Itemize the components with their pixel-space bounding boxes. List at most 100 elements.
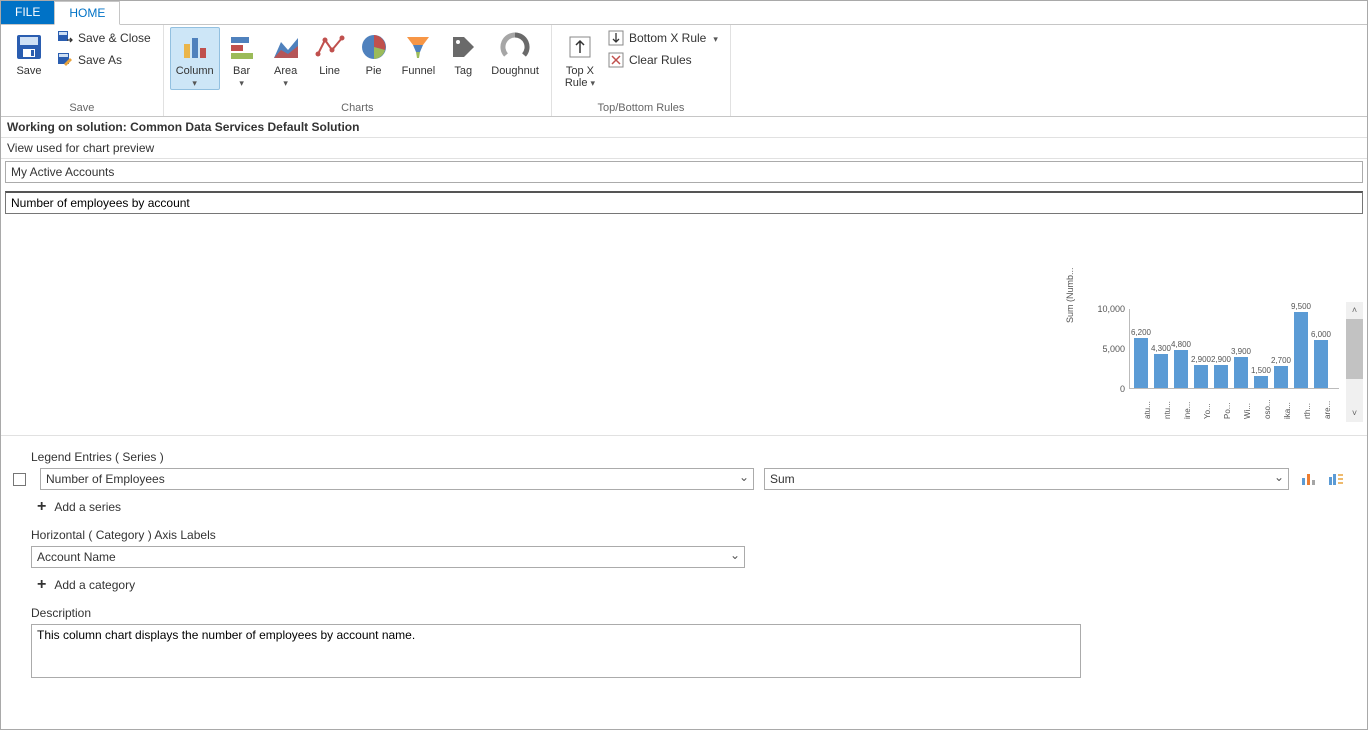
bar-value-label: 1,500	[1246, 366, 1276, 375]
chart-designer-window: FILE HOME Save Save & Close	[0, 0, 1368, 730]
description-input[interactable]	[31, 624, 1081, 678]
add-series-label: Add a series	[54, 500, 121, 514]
pie-chart-icon	[358, 31, 390, 63]
y-tick-label: 5,000	[1085, 344, 1125, 354]
bar-value-label: 6,000	[1306, 330, 1336, 339]
bar-chart-icon	[226, 31, 258, 63]
add-category-link[interactable]: + Add a category	[37, 578, 1361, 592]
bottom-x-icon	[608, 30, 624, 46]
line-chart-label: Line	[319, 65, 340, 77]
chart-type-icon-button[interactable]	[1299, 470, 1317, 488]
plus-icon: +	[37, 500, 46, 514]
y-axis-label: Sum (Numb...	[1065, 267, 1075, 323]
scroll-thumb[interactable]	[1346, 319, 1363, 379]
add-series-link[interactable]: + Add a series	[37, 500, 1361, 514]
chart-bar	[1314, 340, 1328, 388]
column-chart-label: Column	[176, 65, 214, 77]
x-category-label: ika...	[1283, 409, 1292, 419]
series-field-select[interactable]: Number of Employees	[40, 468, 754, 490]
ribbon-tabs: FILE HOME	[1, 1, 1367, 25]
mini-column-chart: Sum (Numb... 05,00010,000 6,2004,3004,80…	[1079, 309, 1339, 429]
bar-chart-label: Bar	[233, 65, 250, 77]
tag-chart-label: Tag	[454, 65, 472, 77]
x-category-label: Yo...	[1203, 409, 1212, 419]
x-category-label: rth...	[1303, 409, 1312, 419]
save-as-button[interactable]: Save As	[55, 51, 153, 69]
pie-chart-label: Pie	[366, 65, 382, 77]
doughnut-chart-button[interactable]: Doughnut	[485, 27, 545, 77]
bar-value-label: 9,500	[1286, 302, 1316, 311]
save-button[interactable]: Save	[7, 27, 51, 77]
tab-file[interactable]: FILE	[1, 1, 54, 24]
doughnut-chart-icon	[499, 31, 531, 63]
column-chart-button[interactable]: Column	[170, 27, 220, 90]
y-tick-label: 0	[1085, 384, 1125, 394]
aggregate-select[interactable]: Sum	[764, 468, 1289, 490]
chart-bar	[1154, 354, 1168, 388]
save-label: Save	[16, 65, 41, 77]
clear-rules-label: Clear Rules	[629, 53, 692, 67]
x-category-label: atu...	[1143, 409, 1152, 419]
chart-title-input[interactable]	[5, 191, 1363, 214]
plus-icon: +	[37, 578, 46, 592]
doughnut-chart-label: Doughnut	[491, 65, 539, 77]
funnel-chart-button[interactable]: Funnel	[396, 27, 442, 77]
ribbon-group-save: Save Save & Close Save As	[1, 25, 164, 116]
tab-home[interactable]: HOME	[54, 1, 120, 25]
area-chart-button[interactable]: Area	[264, 27, 308, 89]
x-category-label: are...	[1323, 409, 1332, 419]
area-chart-icon	[270, 31, 302, 63]
bottom-x-label: Bottom X Rule	[629, 31, 706, 45]
chart-bar	[1194, 365, 1208, 388]
view-used-label: View used for chart preview	[1, 138, 1367, 159]
top-x-rule-button[interactable]: Top XRule	[558, 27, 602, 89]
scroll-down-icon[interactable]: ˅	[1346, 405, 1363, 422]
axis-labels-label: Horizontal ( Category ) Axis Labels	[31, 528, 1361, 542]
bar-value-label: 2,900	[1206, 355, 1236, 364]
bar-value-label: 2,700	[1266, 356, 1296, 365]
legend-entries-label: Legend Entries ( Series )	[31, 450, 1361, 464]
add-category-label: Add a category	[54, 578, 135, 592]
column-chart-icon	[179, 31, 211, 63]
save-icon	[13, 31, 45, 63]
bar-chart-button[interactable]: Bar	[220, 27, 264, 89]
view-selector[interactable]: My Active Accounts	[5, 161, 1363, 183]
axis-field-select[interactable]: Account Name	[31, 546, 745, 568]
ribbon-group-rules: Top XRule Bottom X Rule Clear Rules	[552, 25, 731, 116]
top-x-icon	[564, 31, 596, 63]
line-chart-icon	[314, 31, 346, 63]
chart-bar	[1294, 312, 1308, 388]
solution-context-label: Working on solution: Common Data Service…	[1, 117, 1367, 138]
bar-value-label: 4,800	[1166, 340, 1196, 349]
ribbon-group-save-label: Save	[7, 100, 157, 116]
series-checkbox[interactable]	[13, 473, 26, 486]
chart-preview: Sum (Numb... 05,00010,000 6,2004,3004,80…	[1, 218, 1367, 436]
save-close-icon	[57, 30, 73, 46]
series-settings-icon-button[interactable]	[1327, 470, 1345, 488]
ribbon-group-rules-label: Top/Bottom Rules	[558, 100, 724, 116]
x-category-label: ine...	[1183, 409, 1192, 419]
preview-scrollbar[interactable]: ˄ ˅	[1346, 302, 1363, 422]
bottom-x-rule-button[interactable]: Bottom X Rule	[606, 29, 720, 47]
area-chart-label: Area	[274, 65, 297, 77]
clear-rules-icon	[608, 52, 624, 68]
scroll-up-icon[interactable]: ˄	[1346, 302, 1363, 319]
series-editor: Legend Entries ( Series ) Number of Empl…	[1, 436, 1367, 729]
ribbon-group-charts: Column Bar Area Line Pie Funnel Tag Doughnut Ch…	[164, 25, 552, 116]
y-tick-label: 10,000	[1085, 304, 1125, 314]
chart-bar	[1274, 366, 1288, 388]
chart-bar	[1214, 365, 1228, 388]
ribbon-group-charts-label: Charts	[170, 100, 545, 116]
save-and-close-button[interactable]: Save & Close	[55, 29, 153, 47]
x-category-label: oso...	[1263, 409, 1272, 419]
line-chart-button[interactable]: Line	[308, 27, 352, 77]
save-as-icon	[57, 52, 73, 68]
x-category-label: Wi...	[1243, 409, 1252, 419]
bar-value-label: 3,900	[1226, 347, 1256, 356]
top-x-label: Top XRule	[565, 65, 595, 89]
chart-bar	[1254, 376, 1268, 388]
bar-value-label: 6,200	[1126, 328, 1156, 337]
tag-chart-button[interactable]: Tag	[441, 27, 485, 77]
clear-rules-button[interactable]: Clear Rules	[606, 51, 720, 69]
pie-chart-button[interactable]: Pie	[352, 27, 396, 77]
